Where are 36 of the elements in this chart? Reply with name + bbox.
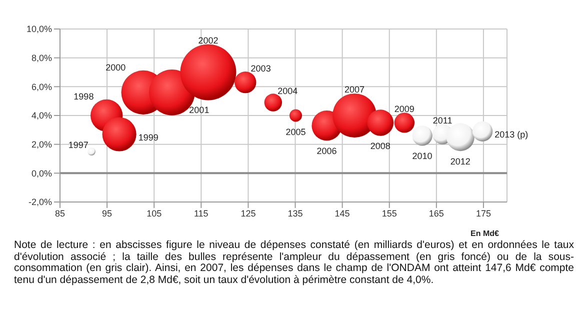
text: Note de lecture : en abscisses figure le niveau de dépenses constaté (en milliards d'euros) et en ordonnées le taux d'évolution associé ; la taille des bulles représente l'ampleur du dépassement (en gris foncé) ou de la sous-consommation (en gris clair). Ainsi, en 2007, les dépenses dans le champ de l'ONDAM ont atteint 147,6 Md€ compte tenu d'un dépassement de 2,8 Md€, soit un taux d'évolution à périmètre constant de 4,0%.	[14, 239, 574, 286]
y-tick-label: 10,0%	[26, 24, 52, 34]
x-tick-label: 145	[334, 208, 350, 218]
annotation: 2003	[250, 64, 271, 74]
annotation: 2001	[189, 104, 210, 115]
annotation: 2013 (p)	[494, 130, 528, 140]
annotation: 2010	[412, 150, 432, 161]
x-tick-label: 95	[102, 208, 112, 218]
annotation: 2009	[394, 104, 414, 114]
annotation: 1997	[68, 140, 88, 150]
annotation: 1998	[74, 92, 94, 102]
annotation: 2004	[278, 86, 298, 96]
annotation: 2006	[316, 146, 337, 156]
y-tick-label: 4,0%	[31, 110, 52, 121]
x-tick-label: 125	[240, 208, 256, 218]
annotation: 2002	[198, 35, 218, 46]
x-tick-label: 115	[194, 208, 208, 218]
x-tick-label: 135	[288, 208, 303, 218]
y-tick-label: 2,0%	[31, 140, 52, 150]
x-tick-label: 155	[382, 208, 397, 218]
x-tick-label: 105	[146, 208, 162, 218]
x-axis-title: En Md€	[470, 229, 500, 238]
annotation: 2000	[106, 62, 126, 73]
x-tick-label: 175	[476, 208, 491, 218]
y-tick-label: 0,0%	[31, 168, 52, 178]
annotation: 2012	[450, 156, 470, 166]
annotation: 2005	[286, 126, 306, 137]
y-tick-label: -2,0%	[28, 197, 52, 208]
x-tick-label: 165	[428, 208, 444, 218]
annotation: 2011	[432, 115, 452, 126]
y-tick-label: 8,0%	[31, 53, 52, 64]
annotation: 2007	[344, 84, 365, 95]
annotation: 2008	[370, 141, 390, 152]
annotation: 1999	[138, 132, 158, 142]
y-tick-label: 6,0%	[31, 82, 52, 92]
x-tick-label: 85	[54, 208, 66, 218]
